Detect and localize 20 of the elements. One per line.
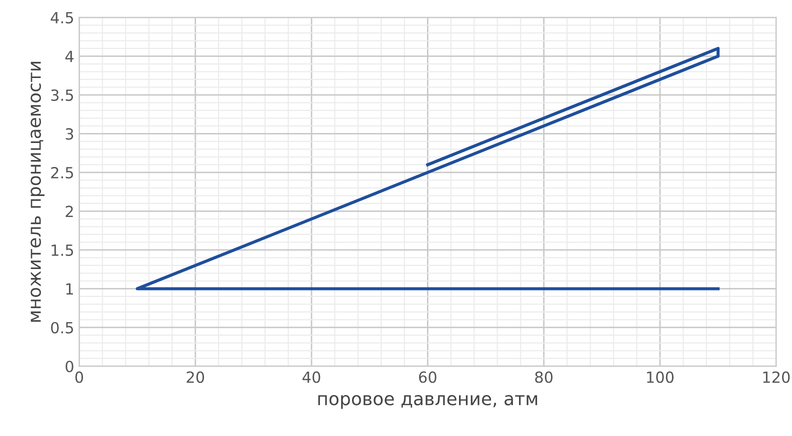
x-tick-label: 120 (763, 371, 790, 383)
y-tick-label: 1.5 (52, 244, 74, 256)
y-tick-label: 0.5 (51, 322, 74, 334)
x-tick-label: 100 (647, 371, 674, 383)
x-tick-label: 0 (75, 371, 84, 383)
y-tick-label: 3 (66, 128, 74, 140)
x-axis-title: поровое давление, атм (318, 395, 538, 409)
y-tick-label: 4 (65, 50, 74, 62)
line-series (136, 46, 720, 290)
x-tick-label: 20 (186, 371, 204, 383)
y-tick-label: 2.5 (51, 166, 74, 178)
y-tick-label: 3.5 (51, 89, 74, 101)
y-tick-label: 2 (66, 206, 73, 218)
x-tick-label: 60 (419, 371, 436, 383)
y-tick-label: 0 (66, 360, 74, 372)
x-tick-label: 40 (302, 371, 320, 383)
y-tick-label: 1 (66, 283, 73, 295)
x-tick-label: 80 (535, 371, 553, 383)
y-tick-label: 4.5 (50, 12, 74, 24)
y-axis-title: множитель проницаемости (30, 62, 44, 322)
